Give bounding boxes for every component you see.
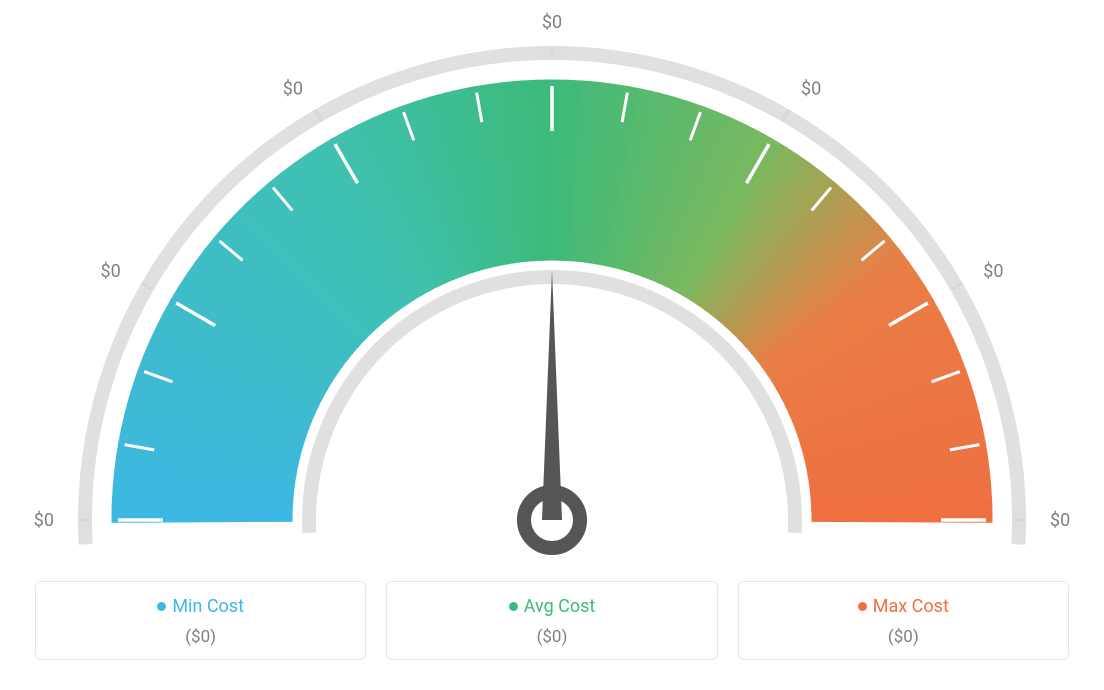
gauge-area: $0 $0 $0 $0 $0 $0 $0 bbox=[22, 10, 1082, 570]
legend-title-max: Max Cost bbox=[858, 596, 949, 617]
legend-dot-avg bbox=[509, 602, 518, 611]
gauge-svg: $0 $0 $0 $0 $0 $0 $0 bbox=[22, 10, 1082, 570]
gauge-tick-label: $0 bbox=[34, 510, 54, 531]
gauge-needle bbox=[542, 270, 562, 520]
gauge-tick-label: $0 bbox=[283, 79, 303, 100]
gauge-tick-label: $0 bbox=[801, 79, 821, 100]
legend-row: Min Cost ($0) Avg Cost ($0) Max Cost ($0… bbox=[35, 581, 1069, 660]
legend-card-min: Min Cost ($0) bbox=[35, 581, 366, 660]
gauge-tick-label: $0 bbox=[983, 261, 1003, 282]
legend-title-avg: Avg Cost bbox=[509, 596, 596, 617]
gauge-tick-label: $0 bbox=[542, 12, 562, 33]
legend-label-max: Max Cost bbox=[873, 596, 949, 617]
legend-value-min: ($0) bbox=[46, 627, 355, 647]
legend-label-min: Min Cost bbox=[172, 596, 244, 617]
legend-title-min: Min Cost bbox=[157, 596, 244, 617]
legend-value-max: ($0) bbox=[749, 627, 1058, 647]
legend-value-avg: ($0) bbox=[397, 627, 706, 647]
legend-card-avg: Avg Cost ($0) bbox=[386, 581, 717, 660]
cost-gauge-chart: $0 $0 $0 $0 $0 $0 $0 Min Cost ($0) Avg Cost ($… bbox=[0, 0, 1104, 690]
gauge-tick-label: $0 bbox=[100, 261, 120, 282]
legend-card-max: Max Cost ($0) bbox=[738, 581, 1069, 660]
gauge-tick-label: $0 bbox=[1050, 510, 1070, 531]
legend-label-avg: Avg Cost bbox=[524, 596, 596, 617]
legend-dot-max bbox=[858, 602, 867, 611]
legend-dot-min bbox=[157, 602, 166, 611]
